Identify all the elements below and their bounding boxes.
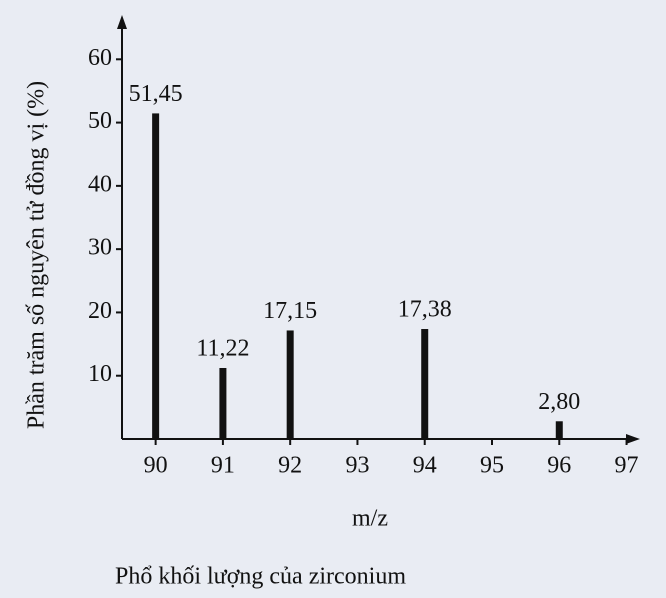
- value-label: 51,45: [129, 81, 183, 107]
- y-tick-label: 60: [88, 45, 112, 71]
- y-axis-label: Phần trăm số nguyên tử đồng vị (%): [24, 81, 50, 429]
- x-tick-label: 97: [615, 453, 639, 479]
- x-tick-label: 92: [278, 453, 302, 479]
- value-label: 2,80: [538, 389, 580, 415]
- x-tick-label: 96: [547, 453, 571, 479]
- x-tick-label: 91: [211, 453, 235, 479]
- bar: [286, 330, 294, 439]
- x-tick-label: 90: [144, 453, 168, 479]
- y-tick-label: 40: [88, 171, 112, 197]
- bar: [421, 329, 429, 439]
- value-label: 17,38: [398, 297, 452, 323]
- caption: Phổ khối lượng của zirconium: [115, 564, 406, 590]
- value-label: 17,15: [263, 298, 317, 324]
- y-tick-label: 10: [88, 361, 112, 387]
- x-tick-label: 93: [345, 453, 369, 479]
- x-tick-label: 95: [480, 453, 504, 479]
- y-tick-label: 20: [88, 298, 112, 324]
- x-tick-label: 94: [413, 453, 437, 479]
- x-axis-label: m/z: [352, 506, 388, 532]
- bar: [152, 113, 160, 439]
- bar: [555, 421, 563, 439]
- x-axis-arrow: [626, 434, 640, 444]
- y-tick-label: 50: [88, 108, 112, 134]
- y-axis-arrow: [117, 15, 127, 29]
- y-tick-label: 30: [88, 235, 112, 261]
- value-label: 11,22: [196, 335, 249, 361]
- bar: [219, 367, 227, 439]
